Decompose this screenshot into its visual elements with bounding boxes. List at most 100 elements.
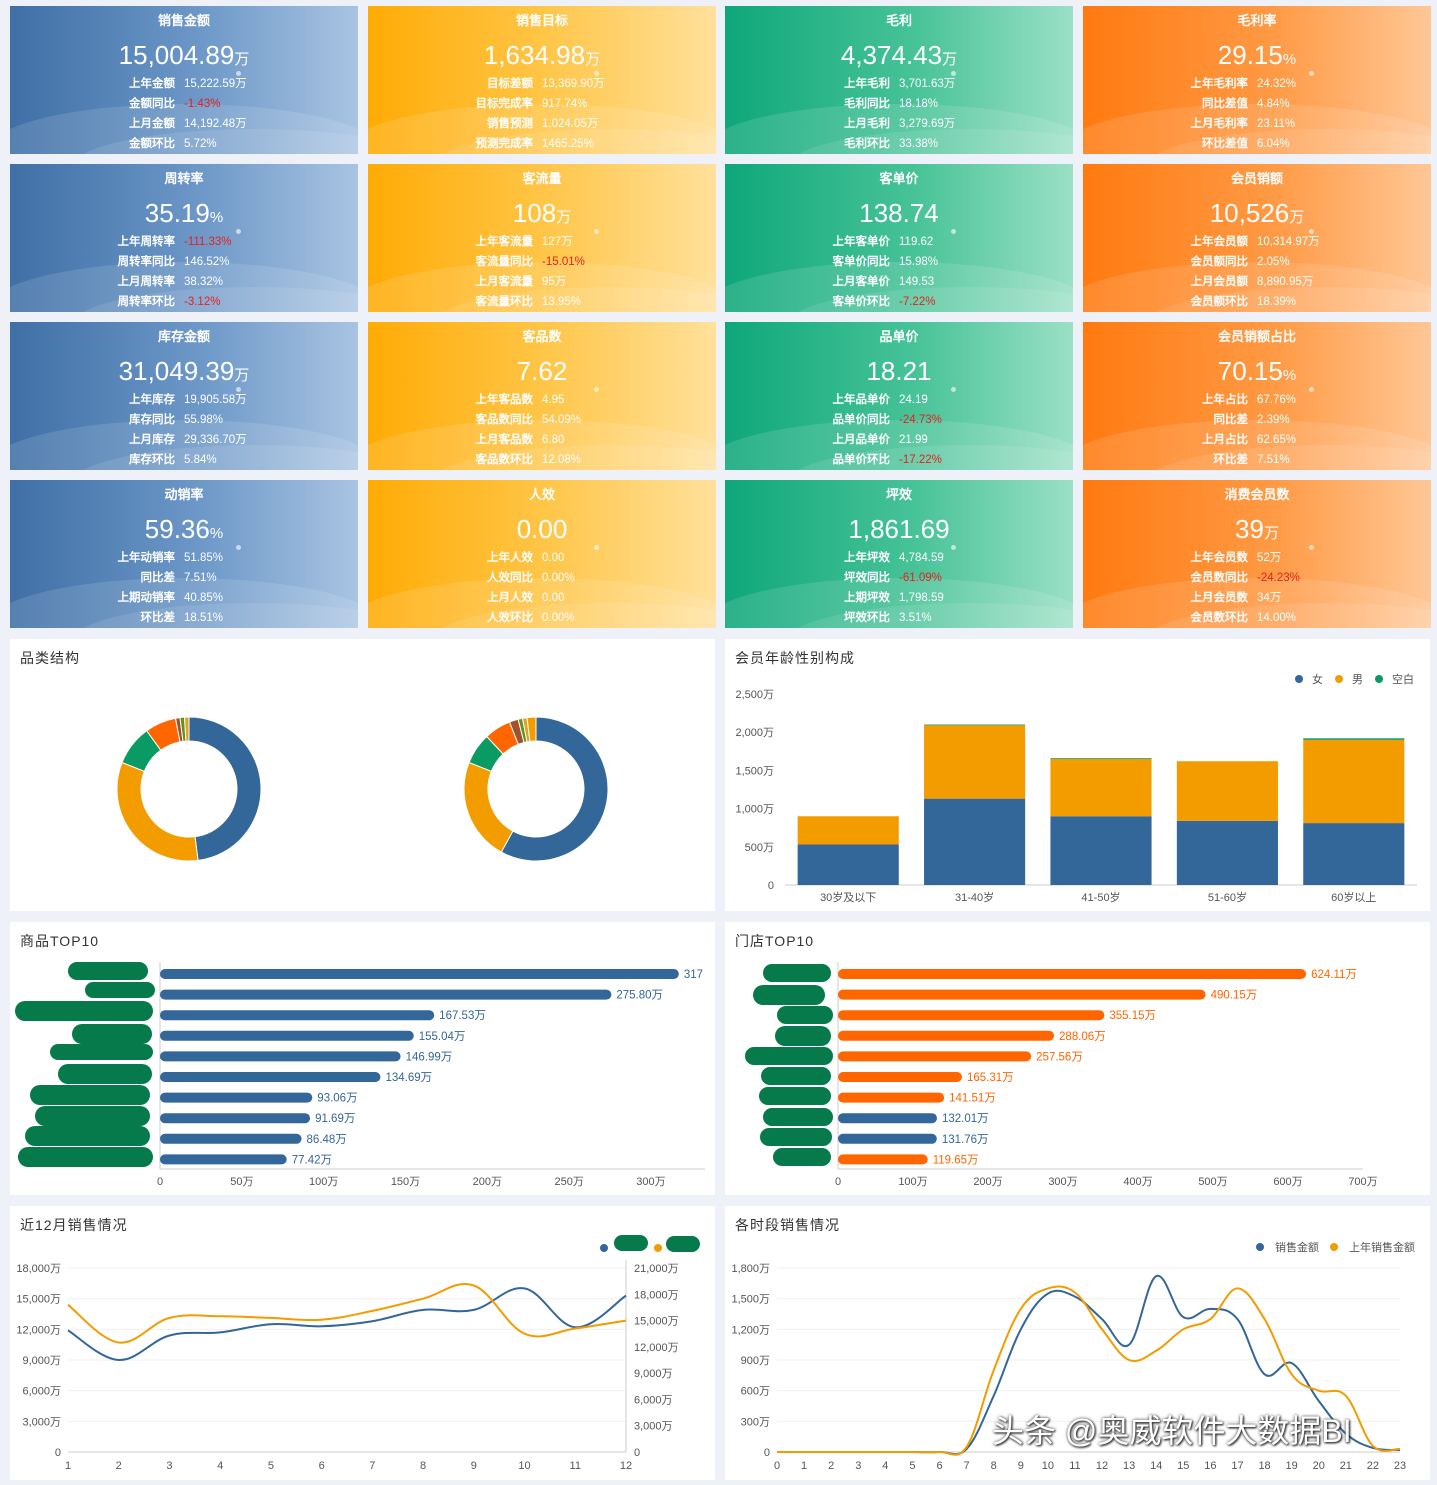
wave-decoration [10, 262, 358, 312]
x-tick-label: 9 [1018, 1460, 1024, 1472]
redacted-label [58, 1064, 152, 1084]
kpi-metric-label: 库存同比 [129, 414, 175, 426]
product-top10-panel: 商品TOP10 0 50万 100万 150万 200万 250万 300万 317 275.8… [10, 922, 715, 1195]
kpi-metric-value: 95万 [542, 276, 567, 288]
wave-decoration [1083, 262, 1431, 312]
kpi-metric-row: 销售预测 1,024.05万 [368, 114, 716, 134]
kpi-metric-row: 会员数环比 14.00% [1083, 608, 1431, 628]
kpi-metric-label: 上年周转率 [117, 236, 176, 248]
kpi-metric-row: 上年品单价 24.19 [725, 390, 1073, 410]
y-tick-label: 15,000万 [16, 1294, 61, 1306]
kpi-metric-row: 坪效同比 -61.09% [725, 568, 1073, 588]
x-tick-label: 12 [620, 1460, 632, 1472]
stacked-bar-segment [1176, 761, 1278, 821]
kpi-metric-value: 4.84% [1257, 98, 1290, 110]
kpi-value: 59.36% [144, 514, 224, 544]
kpi-metric-label: 预测完成率 [475, 138, 534, 150]
kpi-metric-row: 上年客品数 4.95 [368, 390, 716, 410]
kpi-metric-row: 上月客流量 95万 [368, 272, 716, 292]
bar-value-label: 131.76万 [942, 1134, 989, 1146]
kpi-metric-row: 客单价同比 15.98% [725, 252, 1073, 272]
kpi-title: 客流量 [522, 171, 562, 186]
kpi-metric-row: 品单价同比 -24.73% [725, 410, 1073, 430]
y-tick-label: 300万 [741, 1416, 770, 1428]
redacted-legend [614, 1235, 648, 1251]
category-structure-panel: 品类结构 [10, 639, 715, 911]
donut-slice [183, 716, 190, 742]
bar-value-label: 317 [684, 969, 703, 981]
kpi-title: 动销率 [164, 487, 204, 502]
redacted-label [68, 962, 148, 980]
kpi-card: 周转率 35.19% 上年周转率 -111.33% 周转率同比 146.52% 上月周转率 3… [10, 164, 358, 312]
kpi-metric-value: 0.00% [542, 572, 575, 584]
kpi-metric-row: 目标完成率 917.74% [368, 94, 716, 114]
kpi-metric-label: 上月库存 [129, 434, 175, 446]
kpi-metric-row: 上年人效 0.00 [368, 548, 716, 568]
kpi-card: 消费会员数 39万 上年会员数 52万 会员数同比 -24.23% 上月会员数 34万 会员数环… [1083, 480, 1431, 628]
kpi-metric-label: 上月周转率 [117, 276, 176, 288]
y-tick-label-right: 12,000万 [634, 1342, 679, 1354]
stacked-bar-segment [924, 724, 1026, 726]
kpi-metric-label: 金额环比 [129, 138, 175, 150]
kpi-metric-value: 7.51% [1257, 454, 1290, 466]
kpi-metric-row: 上年毛利 3,701.63万 [725, 74, 1073, 94]
x-tick-label: 6 [936, 1460, 942, 1472]
kpi-metric-label: 上月毛利率 [1190, 118, 1249, 130]
bar [160, 1154, 287, 1165]
kpi-metric-label: 坪效同比 [844, 572, 890, 584]
panel-title: 门店TOP10 [735, 933, 815, 949]
kpi-metric-value: -24.23% [1257, 572, 1300, 584]
kpi-metric-row: 毛利同比 18.18% [725, 94, 1073, 114]
legend-label: 销售金额 [1275, 1240, 1319, 1254]
kpi-value: 4,374.43万 [840, 40, 958, 70]
bar-value-label: 355.15万 [1109, 1010, 1156, 1022]
bar-value-label: 141.51万 [949, 1093, 996, 1105]
kpi-value: 0.00 [516, 514, 568, 544]
kpi-metric-row: 周转率同比 146.52% [10, 252, 358, 272]
x-tick-label: 20 [1313, 1460, 1325, 1472]
y-tick-label-right: 15,000万 [634, 1316, 679, 1328]
redacted-label [775, 1026, 831, 1046]
kpi-card: 人效 0.00 上年人效 0.00 人效同比 0.00% 上月人效 0.00 人效环比 0.00% [368, 480, 716, 628]
y-tick-label-right: 21,000万 [634, 1263, 679, 1275]
donut-slice [463, 761, 514, 853]
kpi-metric-value: 4,784.59 [899, 552, 944, 564]
kpi-metric-row: 上月毛利率 23.11% [1083, 114, 1431, 134]
kpi-metric-label: 金额同比 [129, 98, 175, 110]
kpi-metric-row: 上年占比 67.76% [1083, 390, 1431, 410]
kpi-metric-value: 5.72% [184, 138, 217, 150]
kpi-metric-value: -1.43% [184, 98, 221, 110]
kpi-metric-value: 2.39% [1257, 414, 1290, 426]
kpi-metric-value: -7.22% [899, 296, 936, 308]
kpi-metric-row: 客流量同比 -15.01% [368, 252, 716, 272]
x-tick-label: 500万 [1198, 1176, 1227, 1188]
x-tick-label: 150万 [391, 1176, 420, 1188]
redacted-label [85, 982, 155, 998]
kpi-metric-value: -111.33% [184, 236, 232, 248]
redacted-label [763, 964, 831, 982]
x-tick-label: 1 [65, 1460, 71, 1472]
x-tick-label: 7 [369, 1460, 375, 1472]
kpi-value: 70.15% [1217, 356, 1297, 386]
redacted-label [745, 1047, 833, 1065]
redacted-label [753, 985, 825, 1005]
kpi-metric-value: -3.12% [184, 296, 221, 308]
kpi-metric-value: 23.11% [1257, 118, 1296, 130]
kpi-metric-row: 上月占比 62.65% [1083, 430, 1431, 450]
bar-value-label: 257.56万 [1036, 1051, 1083, 1063]
stacked-bar-segment [924, 725, 1026, 799]
kpi-metric-row: 上期动销率 40.85% [10, 588, 358, 608]
y-tick-label: 1,200万 [731, 1324, 770, 1336]
kpi-metric-label: 品单价同比 [832, 414, 891, 426]
bar-value-label: 288.06万 [1059, 1031, 1106, 1043]
kpi-metric-value: 14,192.48万 [184, 118, 247, 130]
kpi-metric-row: 上月会员数 34万 [1083, 588, 1431, 608]
kpi-metric-value: 29,336.70万 [184, 434, 247, 446]
kpi-metric-label: 上月客流量 [475, 276, 534, 288]
redacted-label [30, 1085, 150, 1105]
kpi-metric-label: 同比差 [1213, 414, 1249, 426]
bar-value-label: 275.80万 [616, 990, 663, 1002]
redacted-label [25, 1126, 150, 1146]
kpi-metric-value: 34万 [1257, 592, 1282, 604]
kpi-metric-row: 品单价环比 -17.22% [725, 450, 1073, 470]
